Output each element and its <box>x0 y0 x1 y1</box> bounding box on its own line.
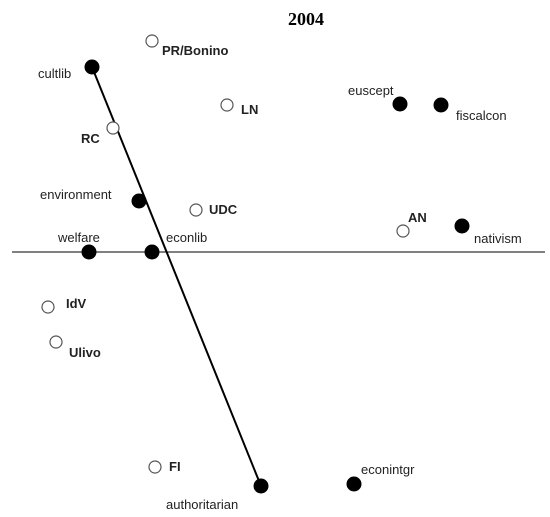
issue-marker-cultlib <box>84 59 100 75</box>
party-marker-fi <box>148 460 162 474</box>
party-marker-ulivo <box>49 335 63 349</box>
issue-label-fiscalcon: fiscalcon <box>456 108 507 123</box>
party-marker-udc <box>189 203 203 217</box>
party-label-pr-bonino: PR/Bonino <box>162 43 228 58</box>
party-label-ulivo: Ulivo <box>69 345 101 360</box>
issue-label-environment: environment <box>40 187 112 202</box>
issue-marker-authoritarian <box>253 478 269 494</box>
issue-marker-fiscalcon <box>433 97 449 113</box>
issue-marker-welfare <box>81 244 97 260</box>
party-label-udc: UDC <box>209 202 238 217</box>
party-marker-pr-bonino <box>145 34 159 48</box>
party-label-ln: LN <box>241 102 258 117</box>
issue-label-euscept: euscept <box>348 83 394 98</box>
issue-label-welfare: welfare <box>57 230 100 245</box>
party-label-rc: RC <box>81 131 100 146</box>
issue-label-econintgr: econintgr <box>361 462 415 477</box>
issue-marker-econintgr <box>346 476 362 492</box>
cultlib-authoritarian-vector <box>91 66 262 487</box>
party-label-an: AN <box>408 210 427 225</box>
party-label-fi: FI <box>169 459 181 474</box>
issue-label-authoritarian: authoritarian <box>166 497 238 512</box>
party-label-idv: IdV <box>66 296 87 311</box>
party-marker-idv <box>41 300 55 314</box>
party-marker-an <box>396 224 410 238</box>
party-marker-rc <box>106 121 120 135</box>
issue-label-nativism: nativism <box>474 231 522 246</box>
figure-title: 2004 <box>288 9 324 29</box>
issue-marker-euscept <box>392 96 408 112</box>
party-marker-ln <box>220 98 234 112</box>
issue-marker-econlib <box>144 244 160 260</box>
issue-marker-nativism <box>454 218 470 234</box>
issue-label-econlib: econlib <box>166 230 207 245</box>
issue-marker-environment <box>131 193 147 209</box>
issue-label-cultlib: cultlib <box>38 66 71 81</box>
